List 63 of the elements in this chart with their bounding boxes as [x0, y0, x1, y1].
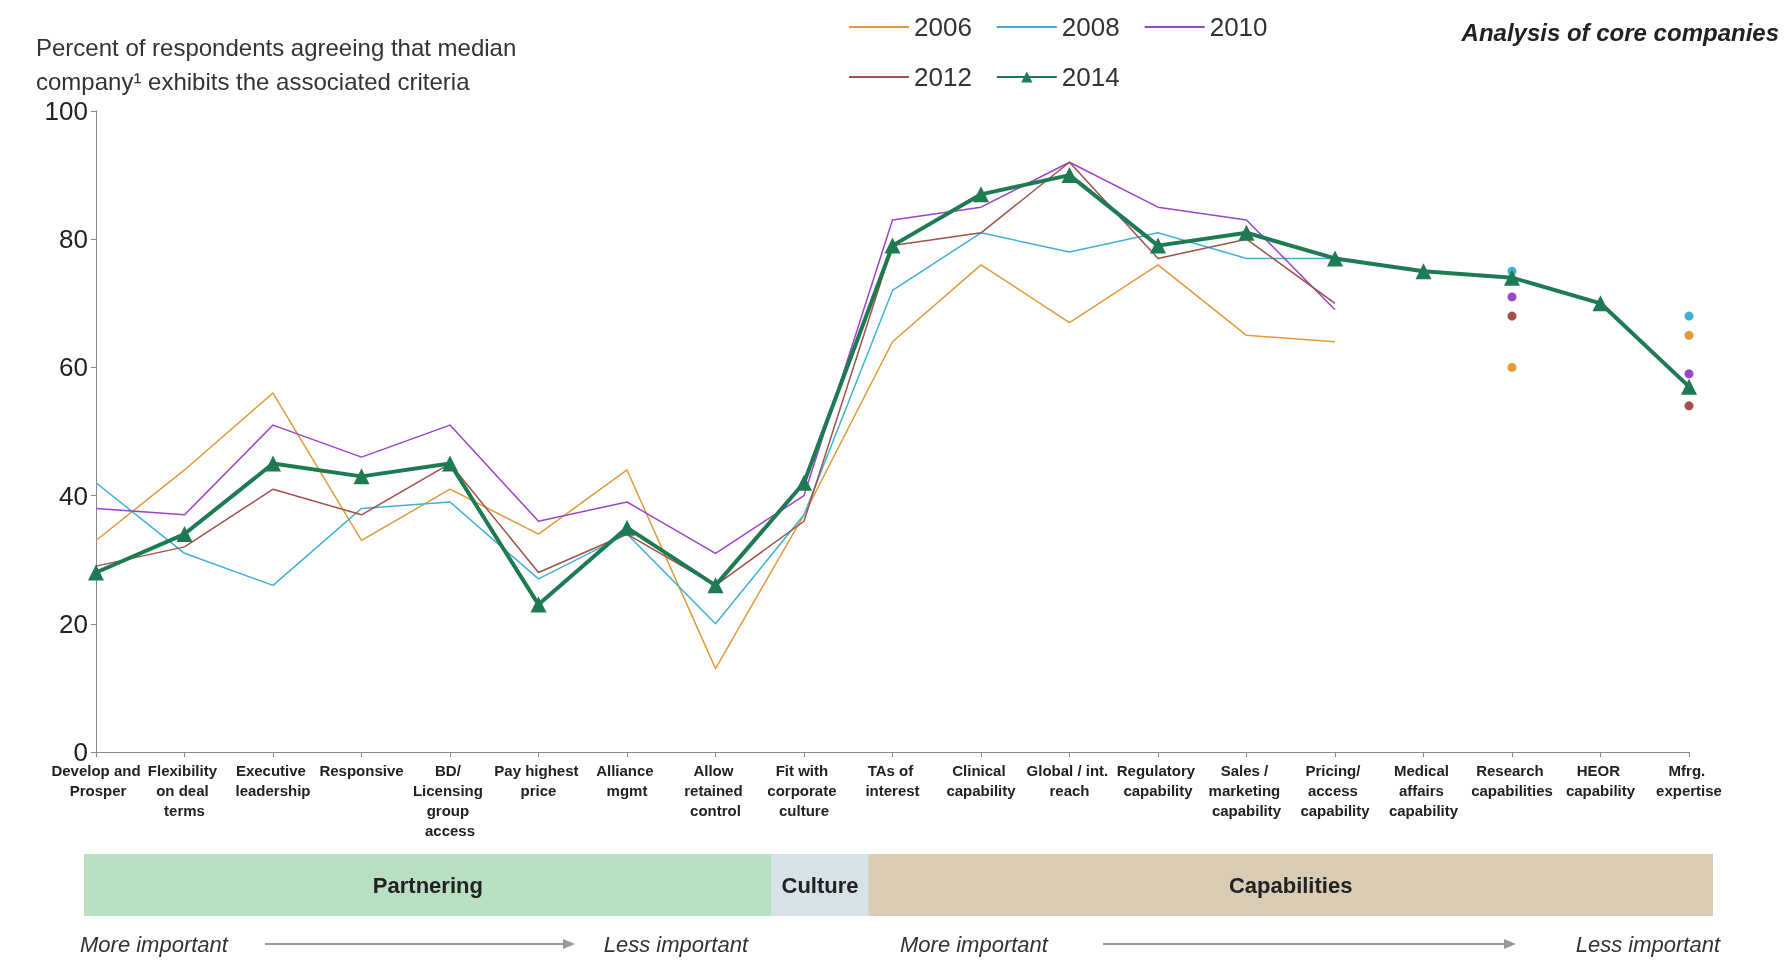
legend-label: 2008	[1061, 12, 1120, 42]
y-axis-title: Percent of respondents agreeing that median company¹ exhibits the associated criteria	[36, 33, 523, 95]
point	[707, 577, 724, 594]
x-tick-label: Pay highest price	[494, 761, 583, 799]
text: More important	[80, 931, 229, 957]
point	[1684, 330, 1694, 340]
x-tick-label: Research capabilities	[1471, 761, 1553, 799]
legend-label: 2010	[1209, 12, 1268, 42]
x-tick-label: TAs of interest	[865, 761, 920, 799]
text: Partnering	[372, 872, 483, 898]
point	[1507, 292, 1517, 302]
text: Culture	[781, 872, 859, 898]
y-tick-label: 100	[44, 96, 88, 126]
x-tick-label: Regulatory capability	[1116, 761, 1200, 799]
point	[353, 468, 370, 485]
point	[265, 455, 281, 472]
point	[1238, 224, 1255, 241]
point	[619, 519, 635, 536]
text: Analysis of core companies	[1460, 18, 1779, 46]
point	[1327, 250, 1343, 267]
legend-label: 2012	[914, 62, 972, 92]
x-tick-label: Medical affairs capability	[1388, 761, 1459, 819]
text: Less important	[603, 931, 749, 957]
text: Capabilities	[1228, 872, 1353, 898]
x-tick-label: Executive leadership	[235, 761, 311, 799]
point	[442, 455, 458, 472]
point	[1681, 378, 1697, 395]
x-tick-label: Fit with corporate culture	[767, 761, 841, 819]
point	[1684, 311, 1694, 321]
point	[1507, 311, 1517, 321]
legend-label: 2006	[914, 12, 972, 42]
point	[530, 596, 547, 613]
text: Less important	[1575, 931, 1721, 957]
point	[1684, 369, 1694, 379]
point	[1504, 269, 1520, 286]
point	[1415, 263, 1432, 280]
point	[1592, 295, 1609, 312]
y-tick-label: 80	[59, 224, 88, 255]
x-tick-label: BD/ Licensing group access	[412, 761, 488, 839]
y-tick-label: 20	[59, 608, 88, 639]
x-tick-label: Flexibility on deal terms	[147, 761, 222, 819]
point	[796, 474, 812, 491]
point	[1507, 362, 1517, 372]
point	[1061, 167, 1078, 184]
x-tick-label: Alliance mgmt	[596, 761, 658, 799]
point	[1684, 401, 1694, 411]
y-tick-label: 60	[59, 352, 88, 383]
y-tick-label: 40	[59, 480, 88, 511]
point	[88, 564, 104, 581]
x-tick-label: Responsive	[319, 761, 404, 779]
x-tick-label: Mfrg. expertise	[1656, 761, 1722, 799]
point	[1150, 237, 1166, 254]
x-tick-label: Clinical capability	[946, 761, 1017, 799]
x-tick-label: Pricing/ access capability	[1300, 761, 1371, 819]
point	[973, 186, 989, 203]
x-tick-label: Global / int. reach	[1026, 761, 1113, 799]
text: More important	[900, 931, 1049, 957]
point	[884, 237, 901, 254]
legend-label: 2014	[1061, 62, 1120, 92]
x-tick-label: HEOR capability	[1565, 761, 1636, 799]
x-tick-label: Sales / marketing capability	[1208, 761, 1285, 819]
point	[176, 526, 193, 543]
x-tick-label: Allow retained control	[684, 761, 747, 819]
